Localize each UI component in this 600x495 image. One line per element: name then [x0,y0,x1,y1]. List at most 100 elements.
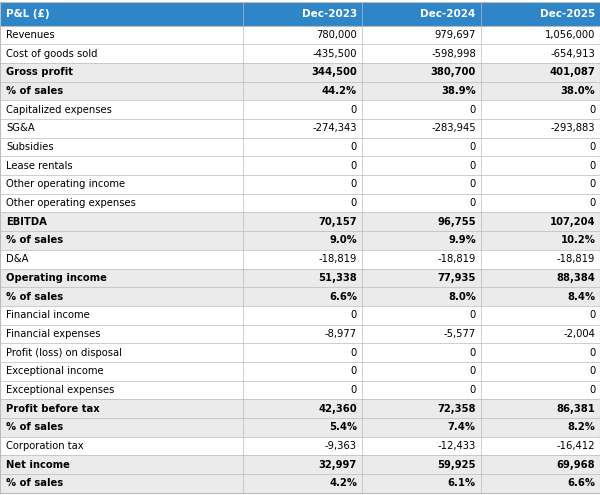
Text: 0: 0 [470,198,476,208]
Bar [0,250,600,268]
Text: 9.9%: 9.9% [448,236,476,246]
Text: 0: 0 [351,161,357,171]
Text: 59,925: 59,925 [437,459,476,470]
Text: -8,977: -8,977 [325,329,357,339]
Text: 7.4%: 7.4% [448,422,476,432]
Text: Lease rentals: Lease rentals [6,161,73,171]
Text: 780,000: 780,000 [316,30,357,40]
Text: D&A: D&A [6,254,29,264]
Text: -598,998: -598,998 [431,49,476,59]
Text: 1,056,000: 1,056,000 [545,30,595,40]
Text: 38.9%: 38.9% [441,86,476,96]
Text: -12,433: -12,433 [437,441,476,451]
Text: 70,157: 70,157 [319,217,357,227]
Text: EBITDA: EBITDA [6,217,47,227]
Bar [0,418,600,437]
Text: -2,004: -2,004 [563,329,595,339]
Bar [0,45,600,63]
Text: 0: 0 [589,366,595,376]
Text: 0: 0 [351,198,357,208]
Text: 0: 0 [470,161,476,171]
Text: 8.2%: 8.2% [568,422,595,432]
Text: % of sales: % of sales [6,236,63,246]
Text: -18,819: -18,819 [557,254,595,264]
Text: Exceptional expenses: Exceptional expenses [6,385,115,395]
Bar [0,268,600,287]
Text: 0: 0 [589,198,595,208]
Text: 96,755: 96,755 [437,217,476,227]
Text: Capitalized expenses: Capitalized expenses [6,105,112,115]
Text: 6.6%: 6.6% [567,478,595,488]
Text: -283,945: -283,945 [431,123,476,134]
Text: Operating income: Operating income [6,273,107,283]
Text: 0: 0 [470,180,476,190]
Bar [0,119,600,138]
Bar [0,455,600,474]
Text: Other operating income: Other operating income [6,180,125,190]
Text: 0: 0 [470,310,476,320]
Bar [0,194,600,212]
Text: -5,577: -5,577 [443,329,476,339]
Text: % of sales: % of sales [6,86,63,96]
Text: 0: 0 [470,105,476,115]
Bar [0,474,600,493]
Bar [0,343,600,362]
Text: 5.4%: 5.4% [329,422,357,432]
Text: Subsidies: Subsidies [6,142,53,152]
Text: 51,338: 51,338 [318,273,357,283]
Text: 72,358: 72,358 [437,403,476,413]
Text: % of sales: % of sales [6,292,63,301]
Text: -18,819: -18,819 [437,254,476,264]
Text: Revenues: Revenues [6,30,55,40]
Text: -18,819: -18,819 [319,254,357,264]
Text: 380,700: 380,700 [431,67,476,78]
Text: 0: 0 [470,347,476,357]
Bar [0,325,600,343]
Text: 0: 0 [351,142,357,152]
Text: 0: 0 [589,161,595,171]
Bar [0,212,600,231]
Bar [0,362,600,381]
Text: Profit (loss) on disposal: Profit (loss) on disposal [6,347,122,357]
Text: 32,997: 32,997 [319,459,357,470]
Text: 979,697: 979,697 [434,30,476,40]
Text: Gross profit: Gross profit [6,67,73,78]
Text: Profit before tax: Profit before tax [6,403,100,413]
Text: 9.0%: 9.0% [329,236,357,246]
Bar [0,138,600,156]
Text: Net income: Net income [6,459,70,470]
Text: Exceptional income: Exceptional income [6,366,104,376]
Bar [0,26,600,45]
Text: 0: 0 [470,385,476,395]
Text: Other operating expenses: Other operating expenses [6,198,136,208]
Text: 8.0%: 8.0% [448,292,476,301]
Text: 0: 0 [589,310,595,320]
Text: -293,883: -293,883 [551,123,595,134]
Bar [0,437,600,455]
Text: Cost of goods sold: Cost of goods sold [6,49,97,59]
Text: Financial income: Financial income [6,310,90,320]
Bar [0,175,600,194]
Text: 0: 0 [470,142,476,152]
Bar [0,63,600,82]
Text: 42,360: 42,360 [319,403,357,413]
Text: % of sales: % of sales [6,422,63,432]
Text: 10.2%: 10.2% [560,236,595,246]
Text: 6.6%: 6.6% [329,292,357,301]
Bar [0,82,600,100]
Text: 0: 0 [351,310,357,320]
Text: -274,343: -274,343 [313,123,357,134]
Text: 0: 0 [470,366,476,376]
Text: 107,204: 107,204 [550,217,595,227]
Text: SG&A: SG&A [6,123,35,134]
Text: 38.0%: 38.0% [560,86,595,96]
Text: -16,412: -16,412 [557,441,595,451]
Text: -654,913: -654,913 [550,49,595,59]
Text: 0: 0 [351,366,357,376]
Text: 0: 0 [351,347,357,357]
Text: Financial expenses: Financial expenses [6,329,101,339]
Text: P&L (£): P&L (£) [6,9,50,19]
Bar [0,399,600,418]
Text: 0: 0 [589,142,595,152]
Bar [0,156,600,175]
